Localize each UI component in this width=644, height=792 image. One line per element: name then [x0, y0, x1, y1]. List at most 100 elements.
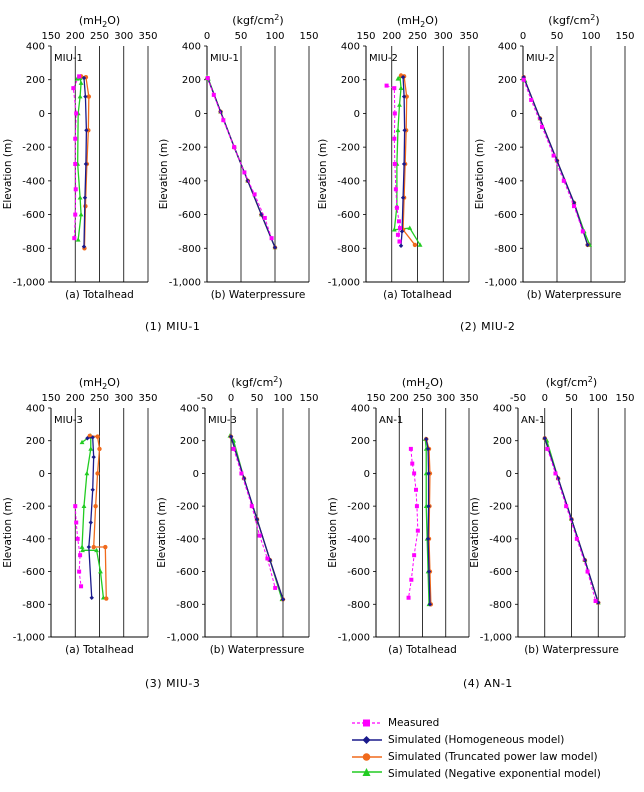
- y-tick-label: -600: [178, 210, 201, 221]
- data-point-negexp: [84, 470, 90, 476]
- y-tick-label: -400: [178, 176, 201, 187]
- x-tick-label: 350: [459, 31, 478, 42]
- data-point-measured: [593, 599, 598, 604]
- x-tick-label: 200: [66, 31, 85, 42]
- data-point-measured: [397, 226, 402, 231]
- y-axis-label: Elevation (m): [469, 497, 481, 568]
- data-point-homogeneous: [90, 487, 95, 492]
- x-axis-label: (b) Waterpressure: [210, 644, 305, 656]
- data-point-homogeneous: [426, 471, 431, 476]
- data-point-homogeneous: [398, 243, 404, 248]
- y-tick-label: 200: [26, 75, 45, 86]
- y-tick-label: -1,000: [338, 633, 370, 644]
- data-point-truncated: [93, 503, 98, 509]
- data-point-measured: [392, 86, 397, 91]
- y-tick-label: -800: [489, 600, 512, 611]
- y-tick-label: -600: [337, 210, 360, 221]
- x-tick-label: 0: [204, 31, 210, 42]
- data-point-homogeneous: [426, 569, 432, 574]
- data-point-measured: [406, 595, 411, 600]
- y-tick-label: -800: [178, 244, 201, 255]
- data-point-measured: [74, 520, 79, 525]
- data-point-homogeneous: [83, 94, 88, 99]
- data-point-measured: [585, 569, 590, 574]
- axis-title: (kgf/cm2): [546, 375, 597, 389]
- series-measured: [73, 504, 84, 589]
- caption-miu2: (2) MIU-2: [460, 320, 516, 333]
- data-point-measured: [572, 204, 576, 209]
- data-point-measured: [232, 145, 237, 150]
- data-point-homogeneous: [82, 195, 88, 200]
- data-point-negexp: [78, 211, 84, 217]
- y-tick-label: -1,000: [13, 278, 45, 289]
- y-tick-label: 400: [498, 42, 517, 53]
- y-tick-label: -200: [494, 143, 517, 154]
- y-tick-label: -200: [337, 143, 360, 154]
- series-homogeneous: [228, 434, 286, 602]
- series-negexp: [74, 75, 84, 242]
- series-measured: [521, 77, 585, 234]
- x-tick-label: 300: [436, 393, 455, 404]
- y-tick-label: -800: [494, 244, 517, 255]
- x-tick-label: 150: [299, 393, 318, 404]
- data-point-measured: [239, 471, 244, 476]
- data-point-homogeneous: [88, 520, 93, 525]
- series-measured: [231, 446, 278, 590]
- panel-label: MIU-1: [54, 53, 83, 64]
- data-point-negexp: [81, 503, 87, 508]
- x-tick-label: 250: [90, 393, 109, 404]
- data-point-measured: [396, 219, 401, 224]
- x-tick-label: 0: [542, 393, 548, 404]
- data-point-measured: [221, 118, 226, 123]
- data-point-measured: [397, 239, 402, 244]
- x-tick-label: 0: [228, 393, 234, 404]
- chart-panel-4: 0 50 100 150 400 200 0 -200 -400 -600 -800 -1,000 (k…: [474, 13, 635, 301]
- y-tick-label: 400: [26, 42, 45, 53]
- data-point-measured: [242, 170, 247, 175]
- data-point-measured: [408, 446, 413, 451]
- data-point-measured: [75, 536, 80, 541]
- y-tick-label: -1,000: [485, 278, 517, 289]
- series-line-truncated: [400, 74, 416, 246]
- y-axis-label: Elevation (m): [327, 497, 339, 568]
- series-negexp: [79, 433, 106, 600]
- x-tick-label: 200: [390, 393, 409, 404]
- axis-title: (kgf/cm2): [231, 375, 282, 389]
- data-point-homogeneous: [81, 75, 87, 81]
- data-point-homogeneous: [280, 597, 286, 602]
- data-point-measured: [73, 136, 78, 141]
- series-homogeneous: [424, 436, 433, 607]
- series-line-measured: [408, 448, 419, 598]
- panel-label: AN-1: [521, 415, 545, 426]
- data-point-measured: [580, 229, 585, 234]
- data-point-truncated: [97, 446, 102, 452]
- data-point-negexp: [75, 237, 81, 242]
- x-axis-label: (a) Totalhead: [388, 644, 457, 656]
- panel-label: AN-1: [379, 415, 403, 426]
- y-tick-label: 0: [193, 469, 199, 480]
- x-tick-label: 200: [66, 393, 85, 404]
- data-point-measured: [252, 192, 257, 197]
- series-line-measured: [386, 85, 401, 242]
- x-tick-label: 100: [581, 31, 600, 42]
- y-tick-label: -200: [22, 502, 45, 513]
- data-point-truncated: [95, 434, 100, 439]
- y-axis-label: Elevation (m): [317, 139, 329, 210]
- y-axis-label: Elevation (m): [474, 139, 486, 210]
- data-point-measured: [273, 585, 278, 590]
- series-measured: [406, 446, 420, 600]
- x-axis-label: (a) Totalhead: [65, 289, 134, 301]
- data-point-negexp: [417, 242, 423, 247]
- data-point-homogeneous: [81, 244, 87, 249]
- homogeneous-swatch-icon: [352, 736, 382, 744]
- data-point-homogeneous: [424, 436, 429, 442]
- data-point-homogeneous: [86, 544, 92, 550]
- data-point-measured: [540, 124, 545, 129]
- data-point-homogeneous: [272, 245, 278, 250]
- y-tick-label: 400: [182, 42, 201, 53]
- data-point-truncated: [404, 94, 409, 99]
- data-point-homogeneous: [85, 436, 90, 441]
- y-tick-label: -600: [489, 567, 512, 578]
- series-line-measured: [233, 448, 276, 589]
- series-homogeneous: [81, 75, 89, 249]
